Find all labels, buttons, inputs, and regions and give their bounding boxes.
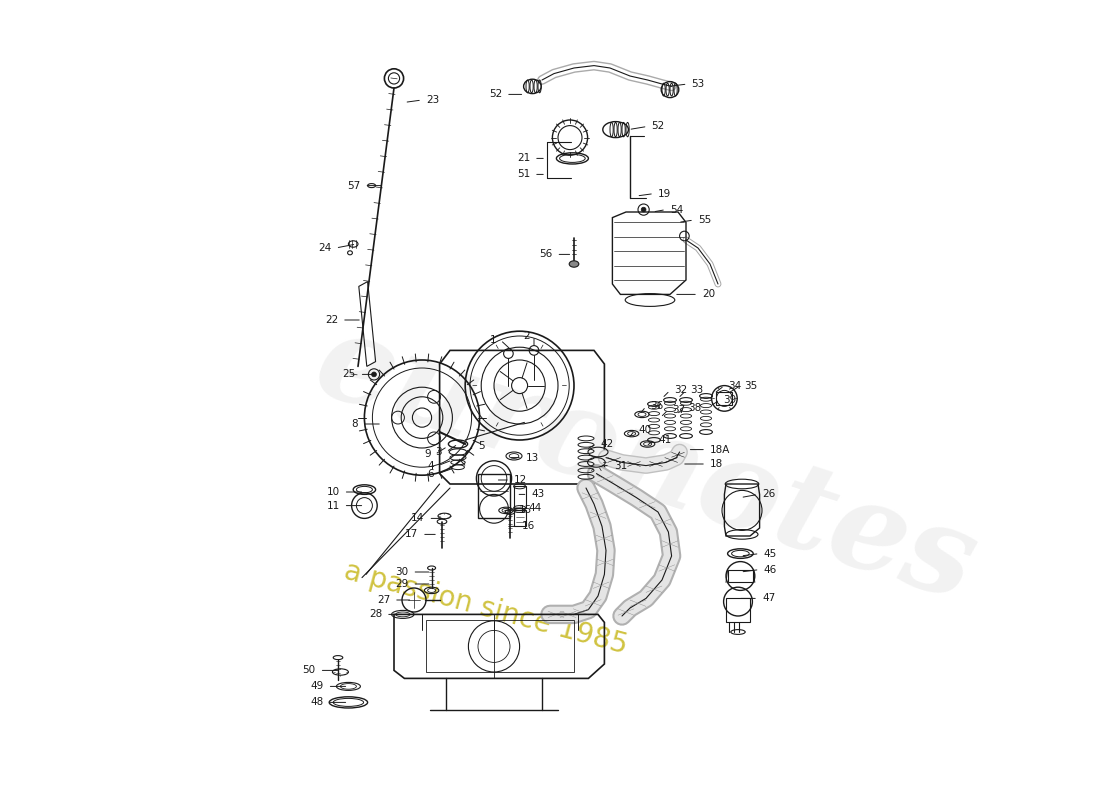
Text: 44: 44	[528, 503, 541, 513]
Text: 11: 11	[327, 501, 340, 510]
Text: 6: 6	[428, 469, 435, 478]
Text: 13: 13	[526, 453, 539, 462]
Text: 9: 9	[425, 450, 431, 459]
Text: 31: 31	[614, 461, 627, 470]
Text: 34: 34	[728, 381, 741, 390]
Text: 24: 24	[318, 243, 331, 253]
Text: 18A: 18A	[710, 445, 730, 454]
Text: 50: 50	[302, 666, 316, 675]
Text: 28: 28	[368, 610, 382, 619]
Text: 38: 38	[689, 403, 702, 413]
Text: 56: 56	[539, 250, 552, 259]
Text: 4: 4	[428, 461, 435, 470]
Text: 33: 33	[690, 386, 703, 395]
Text: 39: 39	[724, 395, 737, 405]
Text: 53: 53	[692, 79, 705, 89]
Text: 3: 3	[436, 447, 442, 457]
Text: 15: 15	[519, 506, 532, 515]
Text: 37: 37	[672, 405, 685, 414]
Text: 51: 51	[517, 170, 530, 179]
Text: 52: 52	[651, 122, 664, 131]
Text: 25: 25	[342, 370, 355, 379]
Circle shape	[372, 372, 376, 377]
Text: 29: 29	[395, 579, 408, 589]
Text: 23: 23	[426, 95, 439, 105]
Text: 32: 32	[674, 386, 688, 395]
Circle shape	[641, 207, 646, 212]
Text: 49: 49	[310, 682, 323, 691]
Text: 46: 46	[763, 565, 777, 574]
Text: 20: 20	[702, 290, 715, 299]
Text: 22: 22	[324, 315, 338, 325]
Text: 18: 18	[710, 459, 724, 469]
Text: 19: 19	[658, 189, 671, 198]
Bar	[716, 392, 733, 405]
Text: 26: 26	[762, 490, 776, 499]
Ellipse shape	[569, 261, 579, 267]
Text: 8: 8	[351, 419, 358, 429]
Text: 57: 57	[348, 181, 361, 190]
Text: 41: 41	[658, 435, 671, 445]
Text: euronotes: euronotes	[301, 302, 990, 626]
Text: 48: 48	[310, 698, 323, 707]
Text: 14: 14	[411, 514, 425, 523]
Bar	[727, 570, 754, 582]
Text: 54: 54	[670, 205, 683, 214]
Text: 36: 36	[650, 402, 663, 411]
Text: 40: 40	[639, 426, 652, 435]
Text: 2: 2	[524, 331, 530, 341]
Text: 42: 42	[601, 439, 614, 449]
Text: 16: 16	[522, 522, 536, 531]
Text: 5: 5	[478, 442, 485, 451]
Text: 10: 10	[327, 487, 340, 497]
Text: 35: 35	[745, 381, 758, 390]
Text: 17: 17	[405, 530, 418, 539]
Text: 27: 27	[376, 595, 390, 605]
Text: 21: 21	[517, 154, 530, 163]
Text: 47: 47	[762, 594, 776, 603]
Text: 30: 30	[395, 567, 408, 577]
Text: 12: 12	[514, 475, 527, 485]
Text: 55: 55	[698, 215, 712, 225]
Text: a passion since 1985: a passion since 1985	[341, 557, 630, 659]
Text: 45: 45	[763, 549, 777, 558]
Text: 43: 43	[531, 490, 544, 499]
Text: 1: 1	[490, 335, 496, 345]
Text: 52: 52	[488, 90, 502, 99]
